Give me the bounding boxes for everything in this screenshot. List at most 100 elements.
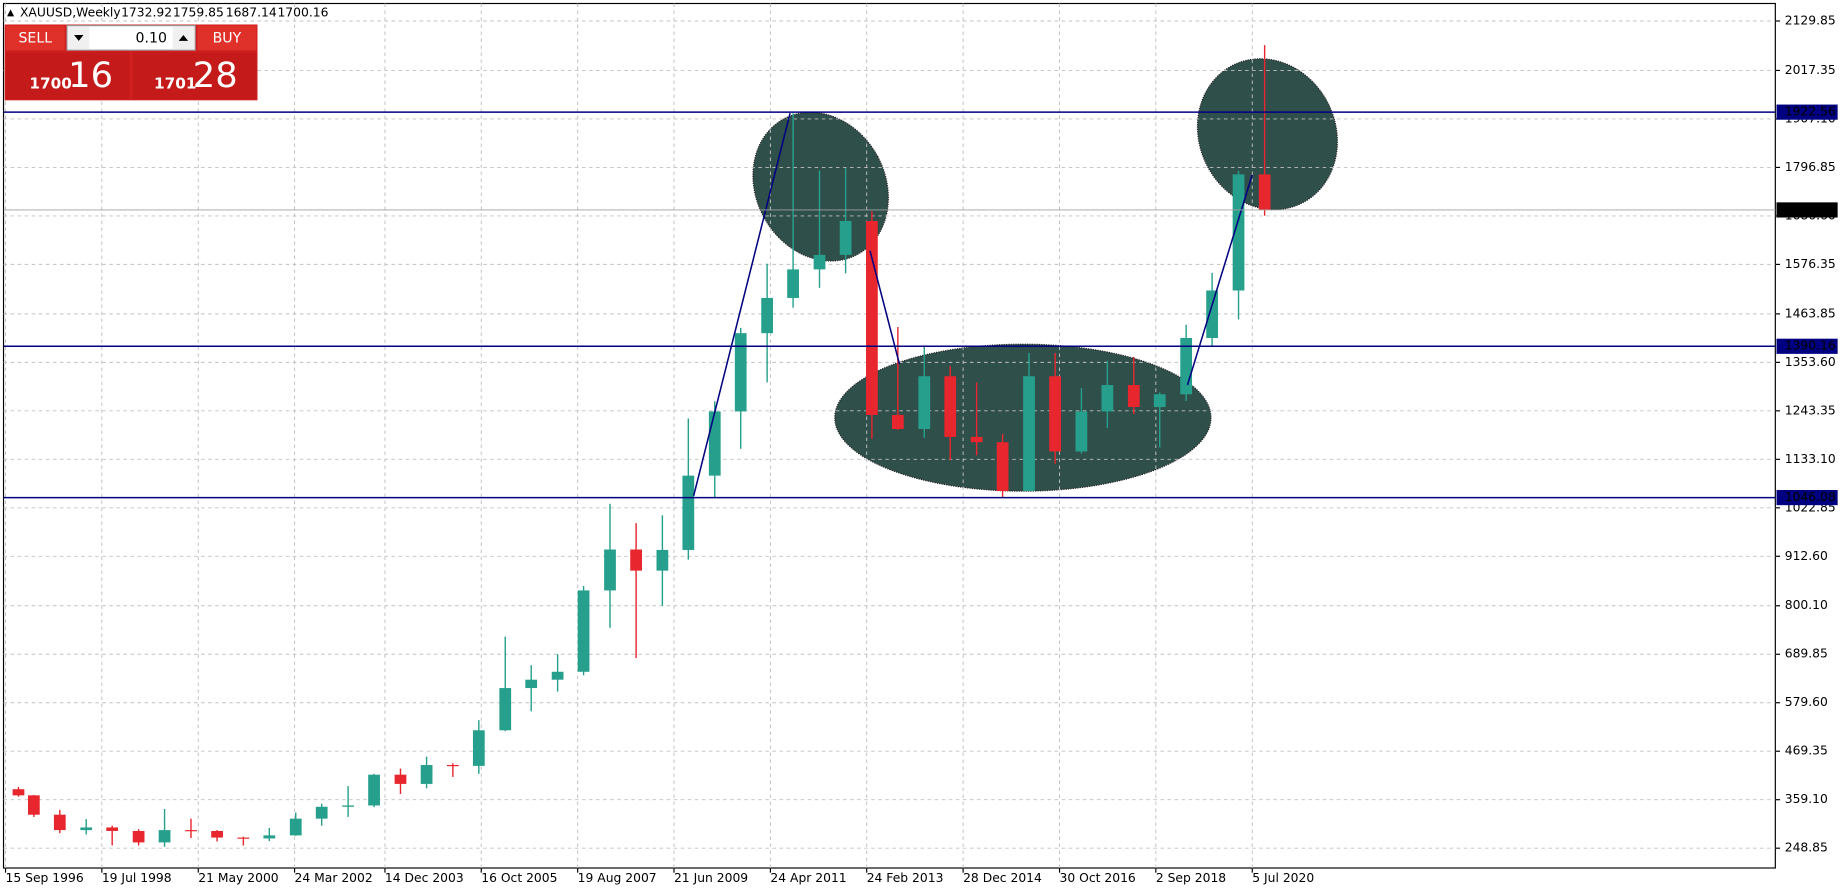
candle-body	[211, 830, 223, 838]
symbol: XAUUSD,Weekly	[20, 5, 121, 19]
candle-body	[499, 688, 512, 731]
candle-body	[630, 549, 642, 571]
x-tick-label: 19 Jul 1998	[102, 871, 172, 885]
y-tick-label: 1353.60	[1785, 355, 1836, 369]
lots-value: 0.10	[136, 31, 167, 47]
ask-big: 1701	[154, 75, 197, 93]
candle-body	[394, 774, 407, 784]
trend-line	[692, 112, 791, 497]
candle-body	[656, 549, 669, 571]
y-tick-label: 469.35	[1785, 744, 1828, 758]
trend-line	[869, 250, 901, 365]
x-tick-label: 14 Dec 2003	[385, 871, 464, 885]
level-label: 1922.56	[1785, 105, 1836, 119]
bid-big: 1700	[29, 75, 72, 93]
high: 1759.85	[173, 5, 224, 19]
y-tick-label: 1463.85	[1785, 306, 1836, 320]
candle-body	[970, 436, 983, 443]
x-tick-label: 24 Apr 2011	[770, 871, 846, 885]
header: XAUUSD,Weekly 1732.92 1759.85 1687.14 17…	[7, 5, 329, 19]
level-tag	[1776, 490, 1838, 506]
plot-frame	[2, 2, 1776, 869]
candle-body	[604, 549, 616, 591]
candle-body	[1258, 174, 1271, 211]
candle-body	[734, 333, 747, 412]
level-tag	[1776, 202, 1838, 218]
candle-body	[787, 269, 799, 298]
candle-body	[342, 805, 354, 807]
candle-body	[682, 475, 695, 550]
candle-body	[1180, 337, 1193, 395]
open: 1732.92	[121, 5, 172, 19]
level-tag	[1776, 104, 1838, 120]
candle-body	[106, 827, 119, 831]
candle-body	[80, 827, 93, 831]
highlight-ellipse	[1196, 58, 1338, 211]
y-tick-label: 800.10	[1785, 598, 1828, 612]
y-tick-label: 1796.85	[1785, 160, 1836, 174]
candle-body	[446, 765, 459, 767]
candle-body	[1232, 174, 1245, 291]
candle-body	[996, 442, 1009, 492]
highlight-ellipse	[834, 343, 1212, 492]
buy-button[interactable]	[197, 25, 257, 51]
collapse-icon[interactable]	[7, 9, 15, 17]
x-tick-label: 30 Oct 2016	[1060, 871, 1136, 885]
x-tick-label: 2 Sep 2018	[1156, 871, 1226, 885]
y-tick-label: 1133.10	[1785, 452, 1836, 466]
candle-body	[1153, 394, 1166, 408]
down-arrow	[74, 35, 84, 41]
y-tick-label: 579.60	[1785, 695, 1828, 709]
x-tick-label: 15 Sep 1996	[6, 871, 84, 885]
level-label: 1700.16	[1785, 202, 1836, 216]
level-label: 1046.08	[1785, 490, 1836, 504]
candle-body	[237, 837, 250, 839]
candle-body	[525, 679, 538, 689]
level-label: 1390.16	[1785, 339, 1836, 353]
y-tick-label: 1243.35	[1785, 403, 1836, 417]
candle-body	[315, 806, 328, 819]
candle-body	[27, 795, 40, 815]
y-tick-label: 912.60	[1785, 549, 1828, 563]
candle-body	[577, 590, 590, 672]
candle-body	[1023, 376, 1035, 492]
candle-body	[53, 814, 66, 831]
x-tick-label: 28 Dec 2014	[963, 871, 1042, 885]
candle-body	[1049, 376, 1062, 452]
candle-body	[1127, 385, 1140, 408]
x-tick-label: 5 Jul 2020	[1252, 871, 1314, 885]
candle-body	[813, 254, 826, 270]
candle-body	[289, 818, 302, 836]
grid: 248.85 359.10 469.35 579.60 689.85 800.10 912.…	[3, 3, 1836, 885]
sell-label: SELL	[18, 31, 52, 47]
y-tick-label: 2017.35	[1785, 63, 1836, 77]
y-tick-label: 248.85	[1785, 841, 1828, 855]
candle-body	[1101, 385, 1114, 412]
low: 1687.14	[226, 5, 277, 19]
x-tick-label: 16 Oct 2005	[481, 871, 557, 885]
candle-body	[551, 671, 564, 680]
overlay: 1922.56 1390.16 1046.08 1700.16	[3, 104, 1838, 506]
candle-body	[263, 835, 276, 839]
candle-body	[1206, 290, 1218, 338]
buy-label: BUY	[213, 31, 242, 47]
y-tick-label: 1576.35	[1785, 257, 1836, 271]
candle-body	[185, 830, 197, 832]
bid-small: 16	[68, 55, 113, 96]
candle-body	[420, 765, 433, 784]
y-tick-label: 359.10	[1785, 792, 1828, 806]
candle-body	[12, 789, 25, 796]
candle-body	[918, 376, 931, 430]
y-tick-label: 689.85	[1785, 647, 1828, 661]
candles	[12, 45, 1271, 847]
candle-body	[891, 414, 904, 430]
candle-body	[761, 297, 774, 334]
bid-box[interactable]	[5, 52, 130, 100]
close: 1700.16	[277, 5, 328, 19]
ask-box[interactable]	[132, 52, 257, 100]
candle-body	[368, 774, 380, 806]
sell-button[interactable]	[5, 25, 65, 51]
candle-body	[839, 221, 852, 255]
level-tag	[1776, 338, 1838, 354]
